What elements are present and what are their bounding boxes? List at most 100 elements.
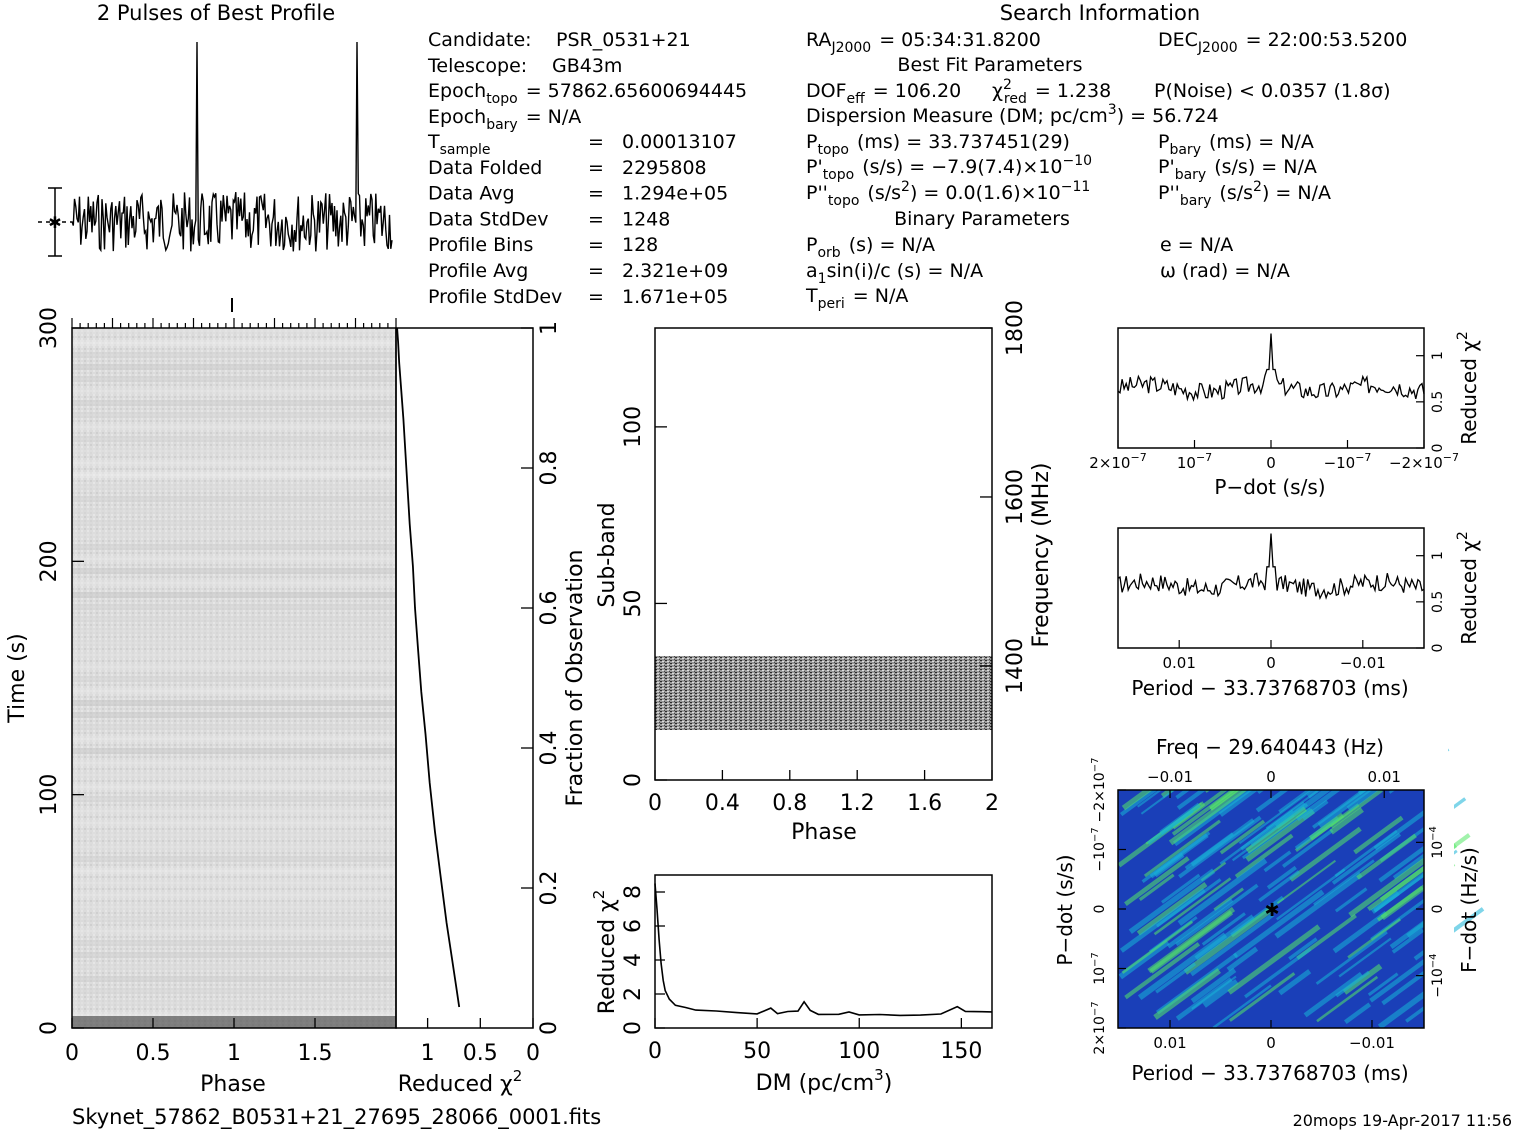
pdot-chi-ylabel-sup: 2: [1455, 331, 1471, 340]
a1-label: a: [806, 260, 818, 282]
pbary-sub: bary: [1169, 142, 1201, 158]
pdot-topo-value: (s/s) = −7.9(7.4)×10: [862, 156, 1062, 178]
subint-stripe: [72, 604, 396, 610]
map-streak: [1202, 979, 1239, 1008]
subint-stripe: [72, 328, 396, 334]
dm-chi-line: [654, 883, 993, 1017]
map-ytick-label: −10−7: [1090, 827, 1108, 871]
small-ytick-label: 0: [1430, 444, 1446, 453]
small-xtick-text: 0.01: [1162, 654, 1195, 672]
small-xtick-text: 10: [1177, 454, 1196, 472]
map-streak: [1282, 828, 1334, 868]
map-streak: [1274, 871, 1363, 939]
info-rows: Tsample = 0.00013107 Data Folded = 2295808 Dat…: [427, 131, 737, 308]
map-streak: [1183, 906, 1274, 975]
subint-stripe: [72, 988, 396, 994]
info-row-eq: =: [588, 208, 604, 230]
map-streak: [1138, 873, 1175, 902]
pdot-topo-label: P': [806, 156, 823, 178]
dm-xlabel-sup: 3: [874, 1066, 884, 1084]
subint-stripe: [72, 544, 396, 550]
map-streak: [1190, 967, 1237, 1004]
info-row-eq: =: [588, 286, 604, 308]
search-info-block: RAJ2000 = 05:34:31.8200 DECJ2000 = 22:00:5…: [805, 29, 1407, 312]
best-fit-marker: ✱: [1264, 900, 1279, 921]
map-streak: [1212, 984, 1272, 1029]
subband-xtick-label: 0: [648, 791, 662, 816]
map-mask-top: [1118, 700, 1448, 790]
info-row-eq: =: [588, 260, 604, 282]
ra-value: = 05:34:31.8200: [879, 29, 1041, 51]
small-xtick-exp: −7: [1196, 451, 1212, 464]
candidate-label: Candidate:: [428, 29, 532, 51]
pdot-chi-axes: 2×10−7 10−7 0 −10−7 −2×10−700.51: [1089, 351, 1459, 472]
dm-chi-axes: 0 50 100 150 0 2 4 6 8: [621, 885, 982, 1064]
pdot-chi-frame: [1117, 327, 1425, 449]
pdot-chi-line: [1117, 333, 1425, 402]
subint-stripe: [72, 724, 396, 730]
subint-stripe: [72, 640, 396, 646]
dm-chi-xtick-label: 50: [743, 1039, 771, 1064]
info-row-label: Data Avg: [428, 183, 515, 205]
subint-stripe: [72, 796, 396, 802]
small-xtick-exp: −7: [1355, 451, 1371, 464]
subint-stripe: [72, 784, 396, 790]
map-xtick-label: 0: [1266, 1034, 1276, 1052]
map-ytick-label: 10−7: [1090, 952, 1108, 985]
map-streak: [1348, 856, 1429, 918]
info-row-label: Profile Bins: [428, 234, 533, 256]
pdot-bary-row: P'bary (s/s) = N/A: [1158, 156, 1317, 183]
subint-stripe: [72, 1012, 396, 1018]
map-streak: [1347, 918, 1402, 959]
map-streak: [1219, 819, 1266, 855]
small-xtick-text: −2×10: [1389, 454, 1443, 472]
time-phase-ytick-label: 300: [37, 307, 62, 349]
subint-stripe: [72, 556, 396, 562]
candidate-value: PSR_0531+21: [556, 29, 691, 51]
period-chi-xlabel: Period − 33.73768703 (ms): [1131, 676, 1408, 700]
subint-stripe: [72, 700, 396, 706]
chi-value: = 1.238: [1035, 80, 1111, 102]
porb-value: (s) = N/A: [849, 234, 935, 256]
map-ytick-exp: −7: [1090, 952, 1101, 967]
tperi-value: = N/A: [853, 285, 909, 307]
pddot-topo-sup: 2: [901, 179, 910, 195]
subint-stripe: [72, 388, 396, 394]
map-streak: [1332, 910, 1388, 954]
ra-sub: J2000: [830, 40, 871, 56]
pdot-bary-value: (s/s) = N/A: [1214, 156, 1317, 178]
map-streak: [1172, 782, 1257, 847]
dm-ylabel-text: Reduced χ: [595, 899, 620, 1014]
epoch-bary-sub: bary: [486, 117, 518, 133]
telescope-label: Telescope:: [427, 55, 527, 77]
chi-sup: 2: [1003, 77, 1012, 93]
map-streak: [1391, 928, 1425, 954]
ptopo-value: (ms) = 33.737451(29): [857, 131, 1070, 153]
time-chi-line: [396, 327, 461, 1008]
e-value: e = N/A: [1160, 234, 1233, 256]
subint-stripe: [72, 376, 396, 382]
pddot-topo-value: (s/s: [867, 182, 901, 204]
map-streak: [1155, 878, 1222, 928]
porb-label: P: [806, 234, 817, 256]
info-row-value: 128: [622, 234, 658, 256]
ra-label: RA: [806, 29, 831, 51]
profile-line: [71, 41, 393, 253]
period-pdot-ylabel: P−dot (s/s): [1053, 854, 1077, 965]
dm-chi-panel: 0 50 100 150 0 2 4 6 8 DM (pc/cm3) Reduced χ2: [590, 874, 993, 1096]
epoch-topo-row: Epochtopo = 57862.65600694445: [428, 80, 747, 107]
map-streak: [1245, 806, 1308, 854]
subint-stripe: [72, 352, 396, 358]
pdot-chi-ylabel: Reduced χ2: [1455, 331, 1481, 445]
map-streak: [1276, 868, 1346, 921]
map-y2tick-text: −10: [1430, 968, 1446, 998]
pddot-topo-value2: ) = 0.0(1.6)×10: [910, 182, 1061, 204]
subint-stripe: [72, 964, 396, 970]
dof-row: DOFeff = 106.20: [806, 80, 961, 107]
pddot-bary-label: P'': [1158, 182, 1180, 204]
info-row-label-text: T: [427, 131, 440, 153]
dm-chi-xtick-label: 0: [648, 1039, 662, 1064]
map-streak: [1190, 912, 1275, 977]
period-chi-ylabel-text: Reduced χ: [1457, 540, 1481, 645]
ra-row: RAJ2000 = 05:34:31.8200: [806, 29, 1041, 56]
